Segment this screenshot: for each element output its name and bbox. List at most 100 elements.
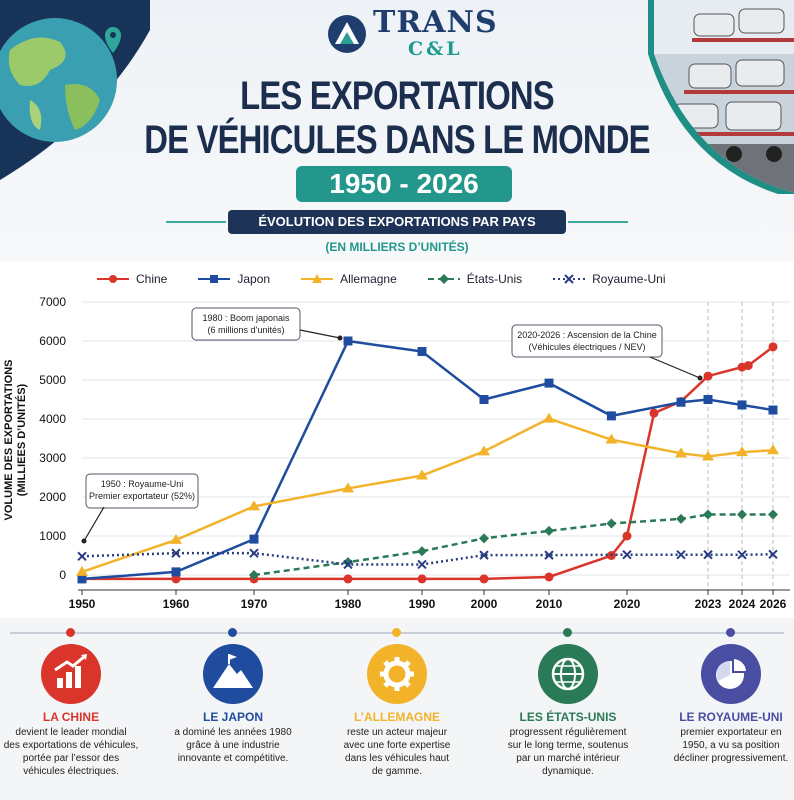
annotation-box [85, 473, 199, 509]
globe-icon [538, 644, 598, 704]
data-point-etats-unis [417, 546, 427, 557]
annotation-text: (Véhicules électriques / NEV) [528, 342, 645, 352]
data-point-allemagne [170, 533, 182, 544]
chart-legend: Chine Japon Allemagne États-Unis Royaume-Uni [96, 272, 665, 286]
data-point-allemagne [605, 433, 618, 444]
legend-label: Royaume-Uni [592, 272, 666, 286]
data-point-japon [606, 411, 616, 421]
y-tick-label: 4000 [39, 412, 66, 426]
series-line-etats-unis [253, 513, 773, 577]
series-line-chine [82, 345, 774, 581]
data-point-royaume-uni [343, 559, 353, 570]
page-title-line2: DE VÉHICULES DANS LE MONDE [144, 118, 650, 162]
car-carrier-photo [634, 0, 794, 199]
data-point-royaume-uni [249, 548, 259, 558]
page-title-line1: LES EXPORTATIONS [240, 74, 555, 118]
legend-item-japon: Japon [197, 272, 270, 286]
data-point-japon [676, 397, 686, 407]
legend-swatch [553, 274, 586, 284]
legend-swatch [198, 275, 231, 283]
data-point-chine [703, 371, 713, 381]
timeline-dot [563, 628, 572, 637]
globe-illustration [0, 0, 150, 180]
data-point-chine [479, 574, 489, 584]
annotation-arrow [649, 356, 701, 379]
data-point-japon [544, 378, 554, 388]
annotation-arrow-head [697, 375, 703, 381]
y-tick-label: 0 [59, 568, 66, 582]
data-point-royaume-uni [622, 550, 632, 560]
timeline-dot [726, 628, 735, 637]
annotation-box [191, 307, 301, 341]
legend-label: Chine [136, 272, 168, 286]
data-point-etats-unis [768, 509, 778, 520]
data-point-etats-unis [343, 557, 353, 568]
y-tick-label: 6000 [39, 334, 66, 348]
data-point-etats-unis [479, 533, 489, 544]
years-badge: 1950 - 2026 [296, 166, 512, 202]
data-point-japon [343, 336, 353, 346]
legend-item-royaume-uni: Royaume-Uni [552, 272, 665, 286]
unit-note: (EN MILLIERS D’UNITÉS) [325, 240, 469, 254]
line-chart: 0 1000 2000 3000 4000 5000 6000 7000 1950 1960 197… [3, 295, 790, 611]
data-point-royaume-uni [544, 550, 554, 560]
summary-card-title: LA CHINE [42, 710, 100, 724]
x-tick-label: 2024 [729, 597, 756, 611]
annotation-arrow [299, 329, 341, 339]
legend-swatch [301, 274, 334, 283]
x-tick-label: 1980 [335, 597, 362, 611]
summary-card-title: L’ALLEMAGNE [354, 710, 440, 724]
data-point-royaume-uni [676, 550, 686, 560]
data-point-japon [768, 405, 778, 415]
annotation-text: 2020-2026 : Ascension de la Chine [517, 330, 657, 340]
pie-chart-icon [701, 644, 761, 704]
y-tick-label: 7000 [39, 295, 66, 309]
annotation-box [511, 324, 663, 358]
data-point-chine [622, 531, 632, 541]
summary-card-text: premier exportateur en 1950, a vu sa posi… [673, 727, 789, 764]
summary-card-text: reste un acteur majeur avec une forte exp… [343, 727, 451, 777]
annotation-text: (6 millions d’unités) [207, 325, 284, 335]
summary-card-title: LES ÉTATS-UNIS [519, 710, 617, 724]
x-tick-label: 2026 [760, 597, 787, 611]
summary-card-title: LE ROYAUME-UNI [679, 710, 783, 724]
data-point-allemagne [416, 469, 428, 480]
data-point-allemagne [76, 565, 88, 576]
divider-right [568, 221, 628, 223]
data-point-royaume-uni [703, 550, 713, 560]
data-point-chine [743, 361, 753, 371]
data-point-allemagne [478, 445, 490, 456]
x-tick-label: 2023 [695, 597, 722, 611]
legend-item-chine: Chine [96, 272, 167, 286]
bar-growth-icon [41, 644, 101, 704]
summary-card-text: a dominé les années 1980 grâce à une indu… [174, 727, 292, 764]
timeline-dot [66, 628, 75, 637]
data-point-chine [417, 574, 427, 584]
logo: TRANS C&L [327, 8, 498, 59]
legend-swatch [97, 275, 129, 283]
data-point-japon [703, 395, 713, 404]
data-point-royaume-uni [77, 551, 87, 561]
divider-left [166, 221, 226, 223]
timeline-dot [392, 628, 401, 637]
data-point-allemagne [767, 444, 779, 455]
x-tick-label: 2020 [614, 597, 641, 611]
chart-card [0, 262, 794, 618]
series-line-japon [81, 339, 774, 581]
legend-swatch [427, 274, 460, 284]
data-point-chine [343, 574, 353, 584]
x-tick-label: 1950 [69, 597, 96, 611]
data-point-allemagne [736, 446, 748, 457]
logo-sub: C&L [407, 38, 463, 60]
summary-card-title: LE JAPON [202, 710, 263, 724]
summary-card-text: progressent régulièrement sur le long ter… [507, 727, 629, 777]
data-point-royaume-uni [768, 549, 778, 560]
annotation-text: 1980 : Boom japonais [202, 313, 290, 323]
legend-label: Japon [237, 272, 271, 286]
x-tick-label: 2010 [536, 597, 563, 611]
data-point-etats-unis [606, 518, 617, 529]
data-point-japon [479, 395, 489, 404]
annotation-text: Premier exportateur (52%) [89, 491, 195, 501]
data-point-japon [249, 534, 259, 544]
data-point-japon [737, 400, 747, 410]
